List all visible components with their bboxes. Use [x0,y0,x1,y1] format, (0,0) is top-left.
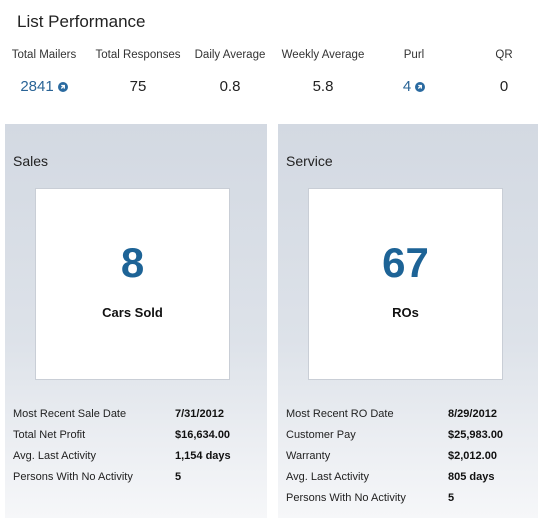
detail-row: Avg. Last Activity 1,154 days [13,445,263,466]
stat-label: Total Mailers [11,49,77,61]
detail-value: 1,154 days [175,449,231,462]
stat-value[interactable]: 2841 [20,78,54,95]
cars-sold-caption: Cars Sold [102,305,163,320]
ros-count: 67 [382,239,429,286]
panel-title: Sales [13,153,49,169]
stat-value: 5.8 [312,78,334,95]
stat-value: 75 [129,78,147,95]
stat-purl: Purl 4 [364,49,464,95]
detail-value: 8/29/2012 [448,407,497,420]
detail-label: Customer Pay [286,428,356,441]
stat-label: Daily Average [194,49,266,61]
stat-label: Weekly Average [281,49,365,61]
panel-title: Service [286,153,333,169]
detail-value: $2,012.00 [448,449,497,462]
detail-label: Avg. Last Activity [13,449,96,462]
detail-row: Total Net Profit $16,634.00 [13,424,263,445]
service-summary-card: 67 ROs [308,188,503,380]
detail-value: 7/31/2012 [175,407,224,420]
detail-row: Most Recent Sale Date 7/31/2012 [13,403,263,424]
stat-purl-link[interactable]: 4 [364,78,464,95]
stat-label: Total Responses [95,49,181,61]
arrow-right-icon[interactable] [57,81,68,92]
ros-caption: ROs [392,305,419,320]
detail-label: Persons With No Activity [13,470,133,483]
stat-weekly-average: Weekly Average 5.8 [273,49,373,95]
stat-label: Purl [403,49,425,61]
service-details: Most Recent RO Date 8/29/2012 Customer P… [286,403,536,508]
detail-row: Warranty $2,012.00 [286,445,536,466]
detail-label: Most Recent Sale Date [13,407,127,420]
detail-row: Persons With No Activity 5 [286,487,536,508]
detail-label: Total Net Profit [13,428,86,441]
detail-row: Persons With No Activity 5 [13,466,263,487]
detail-value: $16,634.00 [175,428,231,441]
detail-value: 5 [448,491,455,504]
detail-value: $25,983.00 [448,428,504,441]
stat-daily-average: Daily Average 0.8 [180,49,280,95]
stat-value: 0.8 [219,78,241,95]
detail-row: Most Recent RO Date 8/29/2012 [286,403,536,424]
detail-label: Warranty [286,449,331,462]
cars-sold-count: 8 [120,239,145,286]
stat-label: QR [495,49,513,61]
sales-panel: Sales 8 Cars Sold Most Recent Sale Date … [5,124,267,518]
sales-summary-card: 8 Cars Sold [35,188,230,380]
detail-label: Most Recent RO Date [286,407,394,420]
stat-total-mailers-link[interactable]: 2841 [0,78,94,95]
stat-value: 0 [499,78,509,95]
stat-value[interactable]: 4 [402,78,412,95]
stat-total-mailers: Total Mailers 2841 [0,49,94,95]
detail-row: Avg. Last Activity 805 days [286,466,536,487]
sales-details: Most Recent Sale Date 7/31/2012 Total Ne… [13,403,263,487]
service-panel: Service 67 ROs Most Recent RO Date 8/29/… [278,124,538,518]
detail-value: 805 days [448,470,495,483]
detail-label: Persons With No Activity [286,491,406,504]
stat-qr: QR 0 [454,49,538,95]
page-title: List Performance [17,12,146,31]
arrow-right-icon[interactable] [415,81,426,92]
detail-value: 5 [175,470,182,483]
detail-row: Customer Pay $25,983.00 [286,424,536,445]
detail-label: Avg. Last Activity [286,470,369,483]
stat-total-responses: Total Responses 75 [88,49,188,95]
